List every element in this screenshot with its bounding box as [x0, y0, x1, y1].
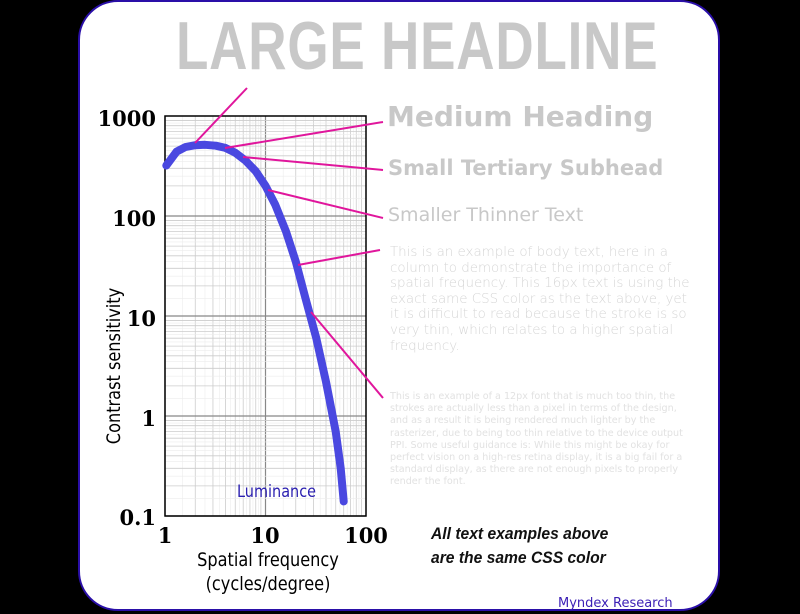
y-tick-label: 100 — [112, 206, 156, 231]
note-line-1: All text examples above — [431, 524, 609, 543]
same-color-note: All text examples above are the same CSS… — [431, 522, 608, 570]
x-axis-label: Spatial frequency (cycles/degree) — [183, 548, 353, 596]
small-tertiary-subhead: Small Tertiary Subhead — [388, 156, 664, 180]
x-axis-label-line-2: (cycles/degree) — [205, 573, 331, 595]
series-label-luminance: Luminance — [237, 482, 317, 502]
smaller-thinner-text: Smaller Thinner Text — [388, 204, 584, 226]
pointer-lines — [194, 87, 384, 399]
x-axis-label-line-1: Spatial frequency — [197, 549, 339, 571]
pointer-medium-heading — [224, 121, 384, 149]
pointer-small-subhead — [242, 156, 384, 171]
y-tick-label: 1000 — [97, 106, 156, 131]
x-tick-label: 1 — [157, 523, 173, 548]
body-text-16px: This is an example of body text, here in… — [390, 245, 690, 354]
pointer-headline — [194, 87, 248, 144]
pointer-body-16px — [297, 249, 381, 266]
note-line-2: are the same CSS color — [431, 548, 606, 567]
y-tick-label: 1 — [141, 406, 156, 431]
medium-heading: Medium Heading — [387, 100, 654, 133]
body-text-12px: This is an example of a 12px font that i… — [390, 391, 683, 488]
background-panel — [78, 0, 720, 611]
y-tick-label: 0.1 — [119, 505, 156, 530]
pointer-body-12px — [310, 311, 384, 399]
y-tick-label: 10 — [126, 306, 156, 331]
credit-text: Myndex Research — [558, 596, 673, 611]
plot-frame — [164, 115, 367, 517]
x-tick-label: 10 — [250, 523, 280, 548]
large-headline: LARGE HEADLINE — [176, 8, 659, 84]
x-tick-label: 100 — [344, 523, 388, 548]
pointer-thinner-text — [267, 189, 384, 219]
y-axis-label: Contrast sensitivity — [103, 287, 125, 445]
luminance-curve — [162, 140, 348, 506]
